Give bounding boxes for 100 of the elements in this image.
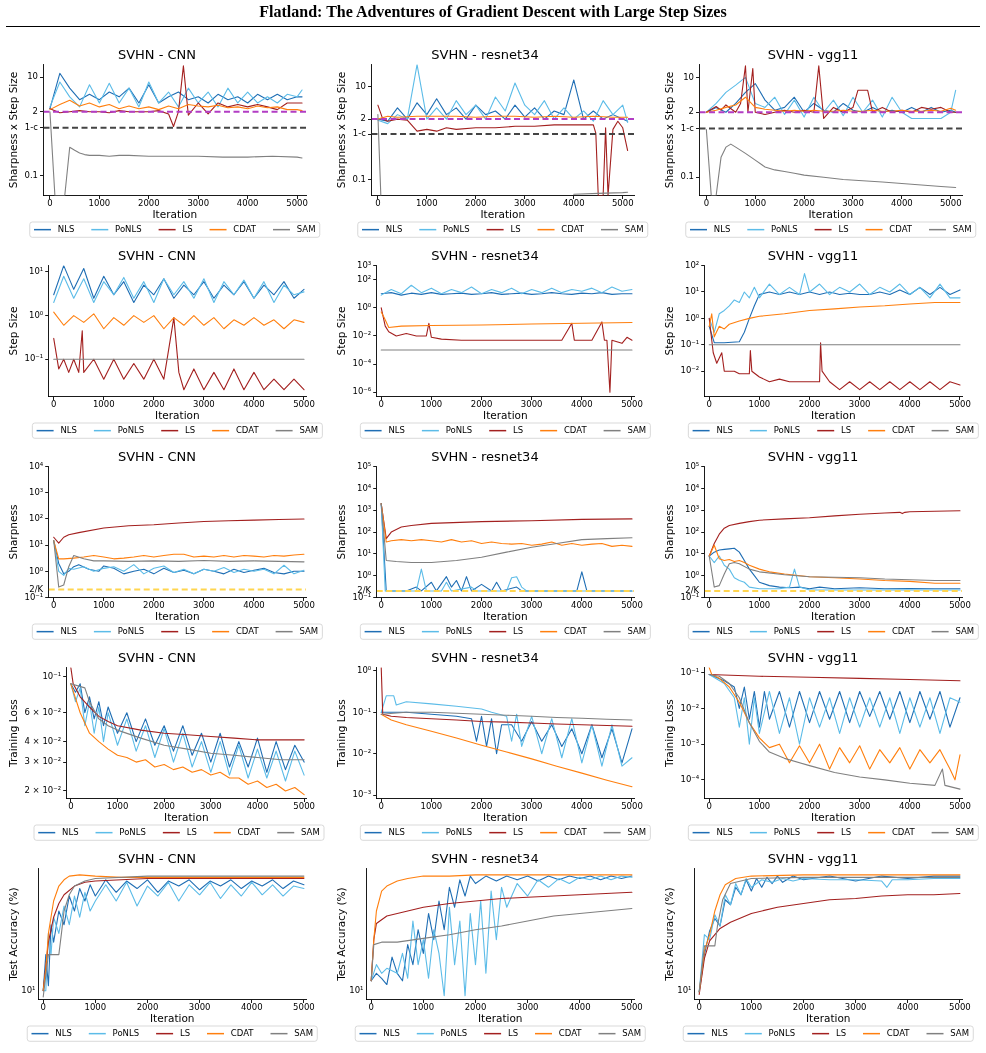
legend-label: PoNLS [445, 626, 473, 637]
legend-label: PoNLS [445, 827, 473, 838]
chart-title: SVHN - vgg11 [767, 650, 859, 666]
x-axis-title: Iteration [811, 409, 856, 422]
x-tick-label: 0 [51, 399, 57, 410]
legend-label: CDAT [891, 425, 916, 436]
legend-label: CDAT [558, 1028, 583, 1039]
legend-label: SAM [627, 626, 647, 637]
y-tick-label: 2 × 10⁻² [24, 785, 62, 796]
chart-title: SVHN - resnet34 [431, 47, 539, 63]
y-tick-label: 10⁵ [356, 460, 372, 471]
y-tick-label: 10¹ [28, 266, 44, 277]
legend-label: SAM [627, 827, 647, 838]
y-axis-title: Training Loss [334, 699, 347, 768]
x-tick-label: 2000 [798, 399, 821, 410]
x-tick-label: 1000 [106, 801, 129, 812]
x-tick-label: 2000 [153, 801, 175, 812]
y-tick-label: 10⁰ [684, 569, 700, 580]
x-tick-label: 0 [40, 1002, 46, 1013]
y-tick-label: 10³ [356, 259, 372, 270]
x-tick-label: 0 [368, 1002, 374, 1013]
legend-label: SAM [294, 1028, 314, 1039]
y-tick-label: 10 [355, 80, 367, 91]
y-tick-label: 2 [32, 105, 39, 116]
x-tick-label: 5000 [293, 399, 315, 410]
legend-label: NLS [716, 827, 733, 838]
y-tick-label: 10⁻² [352, 747, 372, 758]
x-tick-label: 3000 [520, 600, 543, 611]
x-tick-label: 2000 [136, 1002, 159, 1013]
x-tick-label: 3000 [516, 1002, 539, 1013]
y-axis-title: Training Loss [662, 699, 675, 768]
x-tick-label: 0 [706, 399, 712, 410]
y-tick-label: 10⁴ [684, 482, 700, 493]
legend-label: LS [182, 224, 193, 235]
y-tick-label: 10² [356, 273, 372, 284]
x-axis-title: Iteration [164, 811, 209, 824]
x-tick-label: 0 [378, 801, 384, 812]
x-tick-label: 1000 [412, 1002, 435, 1013]
chart-title: SVHN - vgg11 [767, 449, 859, 465]
legend-label: PoNLS [119, 827, 146, 838]
legend-label: NLS [711, 1028, 728, 1039]
y-axis-title: Training Loss [6, 699, 19, 768]
x-tick-label: 3000 [200, 801, 222, 812]
legend-label: NLS [385, 224, 403, 235]
legend-label: SAM [955, 425, 975, 436]
legend-label: CDAT [891, 827, 916, 838]
x-axis-title: Iteration [480, 208, 526, 221]
x-tick-label: 2000 [464, 1002, 487, 1013]
y-tick-label: 1-c [680, 122, 695, 133]
legend-label: PoNLS [445, 425, 473, 436]
y-axis-title: Sharpness [334, 504, 347, 560]
legend-label: SAM [622, 1028, 642, 1039]
y-tick-label: 10⁴ [356, 482, 372, 493]
y-axis-title: Sharpness [6, 504, 19, 560]
x-tick-label: 2000 [143, 399, 165, 410]
legend-label: NLS [388, 626, 405, 637]
y-tick-label: 3 × 10⁻² [24, 756, 62, 767]
legend-label: PoNLS [771, 224, 798, 235]
y-tick-label: 10⁻¹ [24, 353, 44, 364]
y-tick-label: 10⁻² [680, 365, 700, 376]
legend-label: NLS [60, 425, 77, 436]
chart-title: SVHN - resnet34 [431, 449, 539, 465]
legend-label: CDAT [237, 827, 262, 838]
x-tick-label: 5000 [939, 198, 962, 209]
x-tick-label: 0 [378, 600, 384, 611]
y-tick-label: 0.1 [680, 171, 695, 182]
legend-label: PoNLS [112, 1028, 140, 1039]
legend-label: NLS [55, 1028, 72, 1039]
x-axis-title: Iteration [483, 811, 528, 824]
x-axis-title: Iteration [805, 1012, 851, 1025]
y-tick-label: 2 [360, 113, 367, 124]
x-tick-label: 3000 [842, 198, 864, 209]
y-tick-label: 4 × 10⁻² [24, 735, 62, 746]
y-tick-label: 10⁻¹ [680, 339, 700, 349]
y-tick-label: 10⁻⁴ [352, 358, 372, 369]
y-tick-label: 1-c [24, 121, 39, 132]
y-axis-title: Test Accuracy (%) [6, 887, 19, 982]
y-axis-title: Sharpness x Step Size [334, 71, 347, 189]
legend-label: SAM [301, 827, 320, 838]
legend-label: NLS [57, 224, 75, 235]
x-tick-label: 1000 [84, 1002, 107, 1013]
x-tick-label: 0 [696, 1002, 702, 1013]
legend-label: CDAT [563, 425, 588, 436]
chart-title: SVHN - resnet34 [431, 248, 539, 264]
y-tick-label: 2 [688, 106, 695, 117]
x-tick-label: 2000 [470, 600, 493, 611]
x-tick-label: 4000 [246, 801, 269, 812]
x-tick-label: 2000 [470, 801, 493, 812]
x-axis-title: Iteration [155, 610, 200, 623]
y-tick-label: 10³ [356, 504, 372, 515]
x-tick-label: 1000 [416, 198, 438, 209]
chart-title: SVHN - vgg11 [767, 851, 859, 867]
y-tick-label: 10⁻⁶ [352, 386, 372, 397]
y-tick-label: 10 [27, 71, 39, 82]
y-tick-label: 1-c [352, 128, 367, 139]
y-tick-label: 10⁰ [28, 565, 44, 576]
x-tick-label: 5000 [286, 198, 308, 209]
x-tick-label: 3000 [520, 399, 543, 410]
x-tick-label: 0 [703, 198, 710, 209]
x-tick-label: 4000 [571, 801, 593, 812]
